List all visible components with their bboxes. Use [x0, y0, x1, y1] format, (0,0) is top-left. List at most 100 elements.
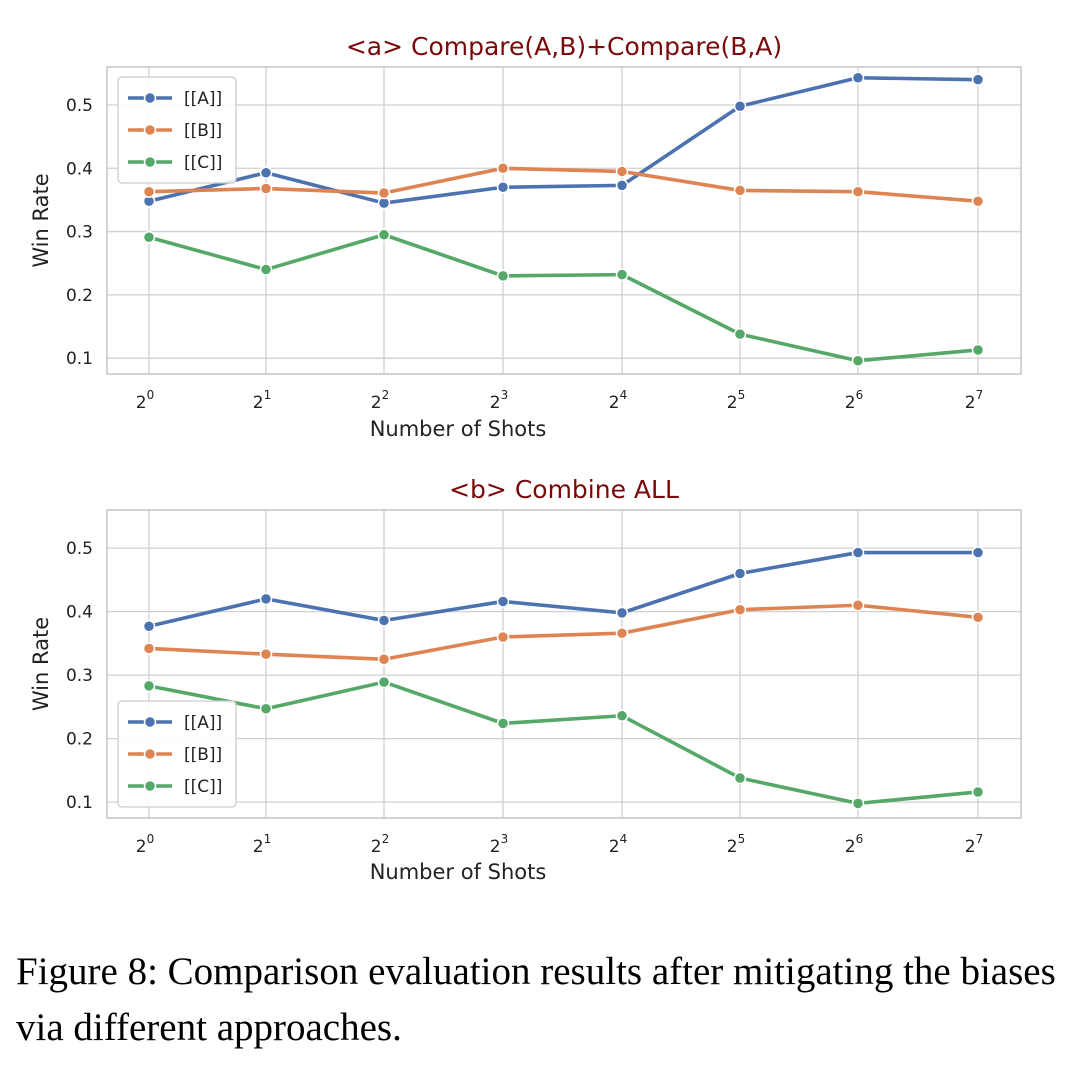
- x-tick-label: 23: [490, 832, 508, 857]
- data-point: [851, 599, 865, 612]
- x-tick-label: 24: [609, 832, 627, 857]
- data-point: [733, 184, 747, 197]
- legend-swatch-marker: [143, 747, 157, 761]
- data-point: [496, 717, 510, 730]
- data-point: [615, 268, 629, 281]
- x-axis-label: Number of Shots: [370, 860, 547, 884]
- data-point: [971, 546, 985, 559]
- data-point: [259, 592, 273, 606]
- x-tick-label: 22: [371, 832, 389, 857]
- x-tick-label: 21: [253, 388, 271, 413]
- data-point: [615, 709, 629, 723]
- data-point: [733, 771, 747, 785]
- data-point: [377, 196, 391, 210]
- data-point: [733, 327, 747, 341]
- legend-swatch-marker: [143, 715, 157, 729]
- plot-frame: [106, 509, 1022, 819]
- y-tick-label: 0.1: [66, 793, 93, 813]
- y-tick-label: 0.5: [66, 96, 93, 116]
- legend-label: [[B]]: [184, 121, 222, 141]
- x-axis-label: Number of Shots: [370, 417, 547, 441]
- data-point: [496, 269, 510, 283]
- data-point: [851, 185, 865, 198]
- legend-swatch-marker: [143, 123, 157, 137]
- data-point: [733, 603, 747, 616]
- series-line: [147, 232, 980, 363]
- data-point: [377, 186, 391, 200]
- plot-frame: [106, 66, 1022, 375]
- data-point: [971, 73, 985, 86]
- data-point: [971, 611, 985, 624]
- x-tick-label: 27: [965, 388, 983, 413]
- data-point: [259, 647, 273, 661]
- x-tick-label: 23: [490, 388, 508, 413]
- chart-a-title: <a> Compare(A,B)+Compare(B,A): [346, 32, 782, 61]
- legend-label: [[A]]: [184, 89, 222, 109]
- series-line: [147, 75, 980, 205]
- data-point: [377, 614, 391, 627]
- x-tick-label: 25: [727, 832, 745, 857]
- y-tick-label: 0.4: [66, 603, 93, 623]
- data-point: [496, 162, 510, 175]
- series-line: [147, 550, 980, 629]
- data-point: [733, 567, 747, 580]
- data-point: [496, 595, 510, 608]
- legend-label: [[C]]: [184, 777, 222, 797]
- x-tick-label: 22: [371, 388, 389, 413]
- data-point: [496, 630, 510, 644]
- y-tick-label: 0.1: [66, 349, 93, 369]
- legend-label: [[C]]: [184, 153, 222, 173]
- series-line: [147, 603, 980, 662]
- data-point: [142, 185, 156, 198]
- data-point: [615, 179, 629, 192]
- data-point: [615, 626, 629, 640]
- data-point: [259, 702, 273, 716]
- series-line: [147, 680, 980, 806]
- data-point: [377, 652, 391, 666]
- data-point: [851, 546, 865, 559]
- data-point: [142, 619, 156, 633]
- y-tick-label: 0.3: [66, 666, 93, 686]
- data-point: [142, 679, 156, 693]
- data-point: [971, 343, 985, 357]
- data-point: [377, 675, 391, 689]
- chart-b: <b> Combine ALL 0.1 0.2 0.3 0.4 0.5 20 21 22 23 2…: [29, 475, 1022, 884]
- data-point: [971, 194, 985, 208]
- figure-caption: Figure 8: Comparison evaluation results …: [16, 950, 1056, 1049]
- data-point: [851, 354, 865, 367]
- data-point: [851, 797, 865, 810]
- y-axis-label: Win Rate: [29, 617, 53, 711]
- legend-label: [[B]]: [184, 745, 222, 765]
- data-point: [733, 99, 747, 113]
- data-point: [377, 228, 391, 241]
- data-point: [259, 263, 273, 276]
- x-tick-label: 24: [609, 388, 627, 413]
- data-point: [496, 181, 510, 194]
- y-tick-label: 0.5: [66, 539, 93, 559]
- data-point: [142, 231, 156, 244]
- series-line: [147, 166, 980, 203]
- data-point: [615, 165, 629, 178]
- data-point: [259, 166, 273, 179]
- data-point: [971, 785, 985, 799]
- data-point: [615, 606, 629, 620]
- x-tick-label: 21: [253, 832, 271, 857]
- y-axis-label: Win Rate: [29, 173, 53, 267]
- y-tick-label: 0.2: [66, 730, 93, 750]
- legend-swatch-marker: [143, 779, 157, 793]
- chart-b-title: <b> Combine ALL: [449, 475, 679, 504]
- x-tick-label: 20: [136, 832, 154, 857]
- x-tick-label: 20: [136, 388, 154, 413]
- data-point: [851, 71, 865, 85]
- x-tick-label: 27: [965, 832, 983, 857]
- y-tick-label: 0.3: [66, 223, 93, 243]
- legend-swatch-marker: [143, 155, 157, 169]
- legend-label: [[A]]: [184, 713, 222, 733]
- chart-a: <a> Compare(A,B)+Compare(B,A) 0.1 0.2 0.3 0…: [29, 32, 1022, 441]
- y-tick-label: 0.2: [66, 286, 93, 306]
- x-tick-label: 25: [727, 388, 745, 413]
- y-tick-label: 0.4: [66, 159, 93, 179]
- data-point: [259, 182, 273, 195]
- x-tick-label: 26: [845, 388, 863, 413]
